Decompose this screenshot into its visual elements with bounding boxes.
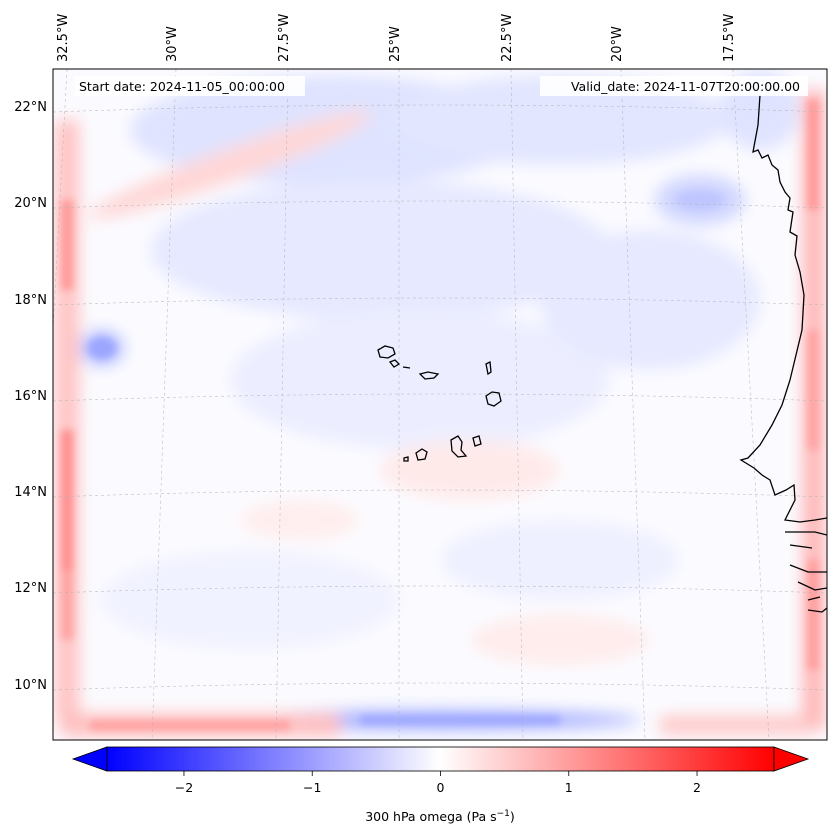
- graticule: [53, 69, 827, 740]
- island-santa-luzia: [402, 366, 411, 369]
- lon-label: 32.5°W: [56, 14, 71, 62]
- colorbar-tick-label: 2: [693, 780, 701, 795]
- colorbar-extend-max: [773, 746, 810, 772]
- parallel-line: [53, 585, 827, 594]
- lat-label: 12°N: [14, 581, 47, 596]
- valid-date-label: Valid_date: 2024-11-07T20:00:00.00: [571, 79, 800, 94]
- lon-label: 17.5°W: [722, 14, 737, 62]
- parallel-line: [53, 104, 827, 113]
- island-sal: [485, 360, 492, 376]
- island-maio: [472, 435, 482, 447]
- colorbar: −2 −1 0 1 2 300 hPa omega (Pa s−1): [71, 746, 810, 824]
- island-santo-antao: [377, 345, 396, 359]
- lat-label: 16°N: [14, 389, 47, 404]
- latitude-labels: 22°N 20°N 18°N 16°N 14°N 12°N 10°N: [14, 100, 47, 693]
- colorbar-tick-label: 0: [437, 780, 445, 795]
- island-sao-vicente: [388, 359, 401, 368]
- meridian-line: [620, 69, 646, 740]
- omega-field: [55, 70, 825, 736]
- colorbar-ticks: −2 −1 0 1 2: [175, 771, 701, 795]
- island-sao-nicolau: [418, 371, 440, 380]
- lon-label: 20°W: [610, 26, 625, 62]
- african-coastline: [739, 94, 827, 613]
- island-brava: [403, 456, 409, 462]
- lon-label: 25°W: [388, 26, 403, 62]
- lon-label: 30°W: [165, 26, 180, 62]
- colorbar-extend-min: [71, 746, 108, 772]
- island-santiago: [450, 435, 468, 458]
- colorbar-tick-label: 1: [565, 780, 573, 795]
- lat-label: 18°N: [14, 293, 47, 308]
- lat-label: 22°N: [14, 100, 47, 115]
- parallel-line: [53, 489, 827, 498]
- map-panel: [53, 69, 827, 740]
- island-fogo: [415, 448, 428, 461]
- meridian-line: [151, 69, 177, 740]
- start-date-label: Start date: 2024-11-05_00:00:00: [79, 79, 285, 94]
- colorbar-tick-label: −2: [175, 780, 193, 795]
- meridian-line: [510, 69, 524, 740]
- longitude-labels: 32.5°W 30°W 27.5°W 25°W 22.5°W 20°W 17.5…: [56, 14, 737, 62]
- valid-date-box: [540, 76, 808, 96]
- meridian-line: [275, 69, 289, 740]
- lon-label: 27.5°W: [277, 14, 292, 62]
- parallel-line: [53, 297, 827, 306]
- parallel-line: [53, 200, 827, 209]
- lat-label: 20°N: [14, 196, 47, 211]
- meridian-line: [732, 69, 770, 740]
- lat-label: 10°N: [14, 678, 47, 693]
- lon-label: 22.5°W: [500, 14, 515, 62]
- parallel-line: [53, 393, 827, 402]
- map-frame: [52, 68, 828, 741]
- colorbar-tick-label: −1: [303, 780, 321, 795]
- lat-label: 14°N: [14, 485, 47, 500]
- coastlines: [377, 94, 827, 613]
- colorbar-gradient: [106, 746, 775, 772]
- colorbar-label: 300 hPa omega (Pa s−1): [365, 809, 515, 824]
- start-date-box: [75, 76, 305, 96]
- island-boa-vista: [485, 391, 502, 407]
- parallel-line: [53, 682, 827, 691]
